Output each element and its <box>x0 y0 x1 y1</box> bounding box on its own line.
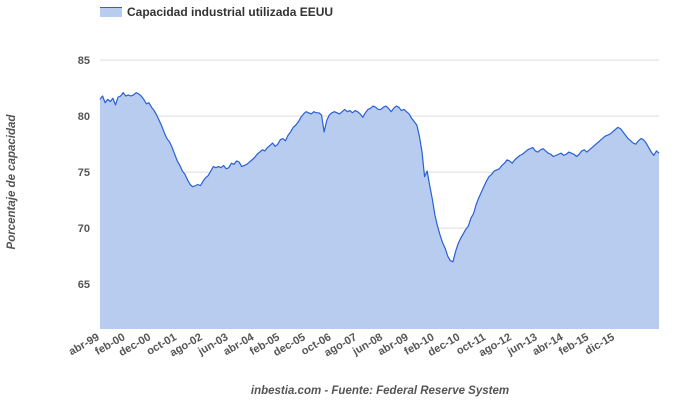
series-area-fill <box>100 92 659 330</box>
series-line <box>99 92 660 263</box>
y-axis-title: Porcentaje de capacidad <box>6 114 18 250</box>
y-tick-label: 75 <box>78 167 90 179</box>
legend-label: Capacidad industrial utilizada EEUU <box>127 5 334 19</box>
y-tick-label: 80 <box>78 111 90 123</box>
y-axis-ticks: 65 70 75 80 85 <box>78 55 90 291</box>
y-tick-label: 65 <box>78 279 90 291</box>
series-area <box>99 92 660 330</box>
legend[interactable]: Capacidad industrial utilizada EEUU <box>100 5 333 19</box>
legend-swatch <box>100 7 122 17</box>
x-axis-ticks: abr-99feb-00dec-00oct-01ago-02jun-03abr-… <box>67 331 617 360</box>
x-tick-label: dic-15 <box>583 331 617 357</box>
source-caption: inbestia.com - Fuente: Federal Reserve S… <box>250 385 510 397</box>
y-tick-label: 70 <box>78 223 90 235</box>
y-tick-label: 85 <box>78 55 90 67</box>
